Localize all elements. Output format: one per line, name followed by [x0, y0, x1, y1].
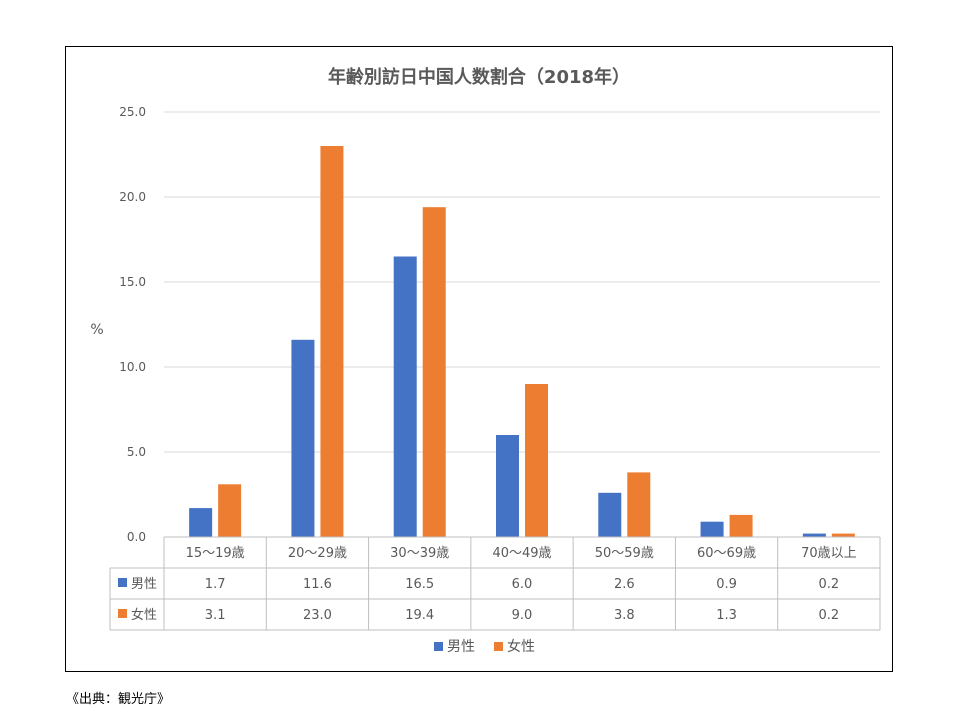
bar-male — [189, 508, 213, 537]
y-tick-label: 20.0 — [119, 190, 146, 204]
bar-female — [729, 514, 753, 537]
bar-male — [496, 435, 519, 537]
bar-female — [218, 484, 242, 537]
x-tick-label: 40～49歳 — [492, 546, 551, 561]
data-label: 11.6 — [303, 577, 332, 592]
bar-female — [422, 207, 446, 537]
bar-male — [291, 339, 315, 537]
x-tick-label: 20～29歳 — [288, 546, 347, 561]
data-label: 1.3 — [716, 608, 737, 623]
data-label: 23.0 — [303, 608, 332, 623]
chart-title: 年齢別訪日中国人数割合（2018年） — [328, 66, 630, 88]
data-label: 9.0 — [512, 608, 533, 623]
y-axis-label: % — [90, 322, 103, 338]
y-tick-label: 15.0 — [119, 275, 146, 289]
data-label: 0.9 — [716, 577, 737, 592]
bar-male — [700, 521, 724, 537]
y-tick-label: 5.0 — [127, 445, 146, 459]
legend-key — [494, 642, 503, 651]
data-label: 2.6 — [614, 577, 635, 592]
bar-male — [598, 492, 622, 537]
data-label: 3.8 — [614, 608, 635, 623]
chart-frame: 年齢別訪日中国人数割合（2018年） 0.0 5.0 10.0 15.0 20.0 25.0… — [65, 46, 893, 672]
source-note: 《出典：観光庁》 — [66, 692, 171, 707]
data-label: 0.2 — [819, 608, 840, 623]
data-label: 19.4 — [405, 608, 434, 623]
data-label: 1.7 — [205, 577, 226, 592]
x-tick-label: 30～39歳 — [390, 546, 449, 561]
y-tick-label: 0.0 — [127, 530, 146, 544]
y-tick-label: 25.0 — [119, 105, 146, 119]
bar-chart: 年齢別訪日中国人数割合（2018年） 0.0 5.0 10.0 15.0 20.0 25.0… — [90, 66, 881, 655]
bar-female — [831, 533, 855, 537]
x-tick-label: 60～69歳 — [697, 546, 756, 561]
bar-female — [320, 146, 344, 537]
x-tick-label: 70歳以上 — [801, 546, 857, 561]
data-label: 3.1 — [205, 608, 226, 623]
bar-male — [802, 533, 826, 537]
bar-female — [627, 472, 651, 537]
data-label: 0.2 — [819, 577, 840, 592]
bar-male — [393, 256, 417, 537]
legend-label: 女性 — [507, 638, 535, 655]
data-label: 6.0 — [512, 577, 533, 592]
x-tick-label: 15～19歳 — [186, 546, 245, 561]
x-tick-label: 50～59歳 — [595, 546, 654, 561]
legend-key — [434, 642, 443, 651]
data-label: 16.5 — [405, 577, 434, 592]
table-legend-key — [118, 578, 127, 587]
bar-female — [525, 384, 548, 537]
y-tick-label: 10.0 — [119, 360, 146, 374]
table-series-name: 女性 — [131, 607, 157, 623]
table-series-name: 男性 — [131, 577, 157, 592]
table-legend-key — [118, 609, 127, 618]
legend-label: 男性 — [447, 639, 475, 655]
